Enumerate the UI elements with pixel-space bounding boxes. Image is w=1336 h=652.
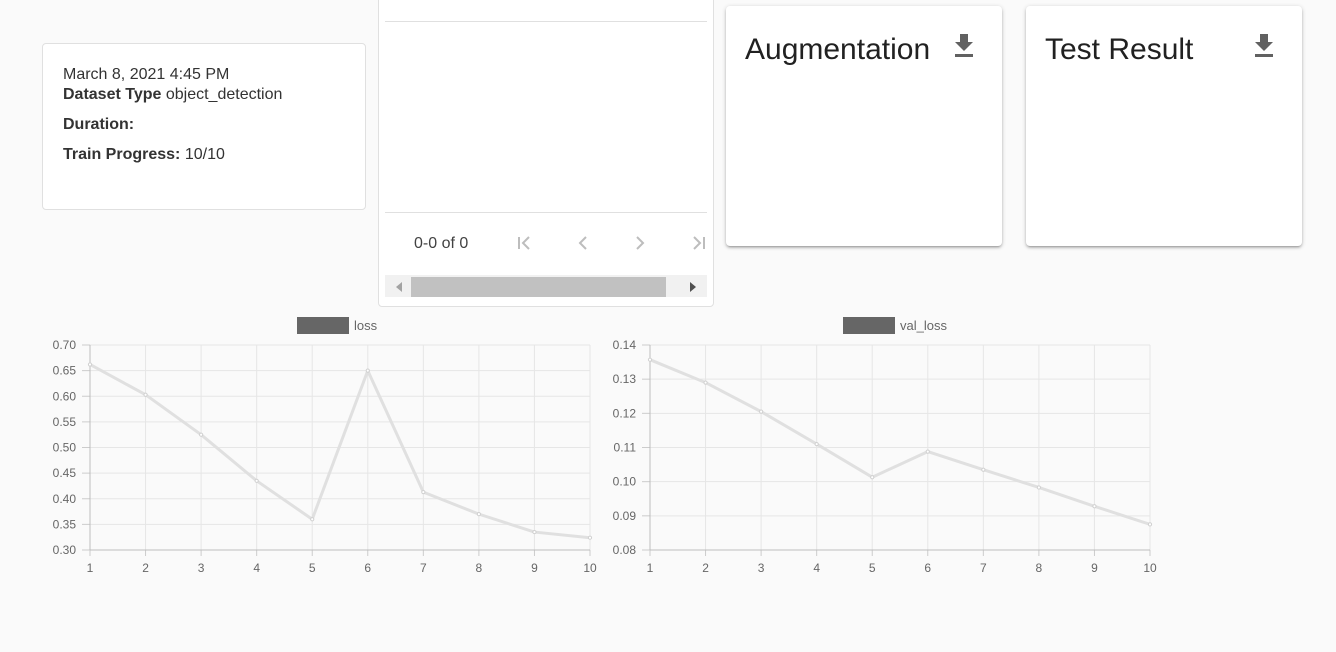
x-tick-label: 5 <box>869 561 876 575</box>
horizontal-scrollbar[interactable] <box>385 275 707 297</box>
data-point <box>1147 522 1153 527</box>
x-tick-label: 8 <box>476 561 483 575</box>
duration-label: Duration: <box>63 116 135 133</box>
data-point <box>814 441 819 447</box>
data-point <box>587 535 593 540</box>
dataset-type-label: Dataset Type <box>63 86 162 103</box>
x-tick-label: 9 <box>531 561 538 575</box>
train-progress-value: 10/10 <box>184 146 225 163</box>
y-tick-label: 0.10 <box>613 475 637 489</box>
y-tick-label: 0.65 <box>53 364 77 378</box>
x-tick-label: 2 <box>142 561 149 575</box>
data-point <box>647 357 653 362</box>
data-point <box>476 512 481 517</box>
augmentation-title: Augmentation <box>745 33 931 66</box>
y-tick-label: 0.11 <box>614 441 637 455</box>
y-tick-label: 0.55 <box>53 415 77 429</box>
test-result-title: Test Result <box>1045 33 1194 66</box>
data-point <box>870 475 875 480</box>
x-tick-label: 8 <box>1036 561 1043 575</box>
y-tick-label: 0.35 <box>53 517 77 531</box>
download-icon[interactable] <box>1252 32 1276 60</box>
pager-range-text: 0-0 of 0 <box>414 235 469 252</box>
data-point <box>532 529 537 535</box>
table-header-divider <box>385 21 707 22</box>
table-footer-divider <box>385 212 707 213</box>
data-point <box>421 489 426 495</box>
y-tick-label: 0.45 <box>53 466 77 480</box>
data-point <box>703 380 708 385</box>
x-tick-label: 5 <box>309 561 316 575</box>
y-tick-label: 0.60 <box>53 389 77 403</box>
y-tick-label: 0.40 <box>53 492 77 506</box>
y-tick-label: 0.14 <box>613 338 637 352</box>
test-result-card: Test Result <box>1026 6 1302 246</box>
x-tick-label: 6 <box>364 561 371 575</box>
next-page-icon[interactable] <box>628 233 652 253</box>
x-tick-label: 9 <box>1091 561 1098 575</box>
prev-page-icon[interactable] <box>571 233 595 253</box>
dataset-type-row: Dataset Type object_detection <box>63 86 345 104</box>
series-line <box>649 358 1151 526</box>
x-tick-label: 2 <box>702 561 709 575</box>
y-tick-label: 0.70 <box>53 338 77 352</box>
data-point <box>365 368 370 373</box>
train-progress-row: Train Progress: 10/10 <box>63 146 345 164</box>
last-page-icon[interactable] <box>686 233 707 253</box>
data-point <box>925 449 930 454</box>
y-tick-label: 0.30 <box>53 543 77 557</box>
x-tick-label: 3 <box>198 561 205 575</box>
data-point <box>1092 504 1097 509</box>
x-tick-label: 3 <box>758 561 765 575</box>
data-point <box>199 432 204 437</box>
y-tick-label: 0.50 <box>53 441 77 455</box>
data-point <box>981 467 986 472</box>
x-tick-label: 1 <box>87 561 94 575</box>
legend-label: val_loss <box>900 318 947 333</box>
experiment-info-card: March 8, 2021 4:45 PM Dataset Type objec… <box>42 43 366 210</box>
legend-swatch <box>297 317 349 334</box>
x-tick-label: 10 <box>1143 561 1157 575</box>
train-progress-label: Train Progress: <box>63 146 181 163</box>
results-table-card: 0-0 of 0 <box>378 0 714 307</box>
augmentation-card: Augmentation <box>726 6 1002 246</box>
val-loss-chart-svg: val_loss 0.14 0.13 0.12 0.11 0.10 0.09 0.08 1 2 3 4… <box>613 317 1157 575</box>
data-point <box>143 392 148 397</box>
download-icon[interactable] <box>952 32 976 60</box>
loss-chart: loss 0.70 0.65 0.60 0.55 0.50 0.45 0.40 0.35 0.30… <box>40 312 600 587</box>
duration-row: Duration: <box>63 116 345 134</box>
data-point <box>254 478 259 483</box>
first-page-icon[interactable] <box>513 233 537 253</box>
data-point <box>759 409 764 414</box>
data-point <box>87 362 93 367</box>
x-tick-label: 1 <box>647 561 654 575</box>
loss-chart-svg: loss 0.70 0.65 0.60 0.55 0.50 0.45 0.40 0.35 0.30… <box>53 317 597 575</box>
legend-swatch <box>843 317 895 334</box>
y-tick-label: 0.12 <box>613 406 637 420</box>
y-tick-label: 0.08 <box>613 543 637 557</box>
x-tick-label: 4 <box>253 561 260 575</box>
x-tick-label: 6 <box>924 561 931 575</box>
series-line <box>89 363 591 540</box>
data-point <box>310 517 315 522</box>
data-point <box>1036 485 1041 490</box>
x-tick-label: 7 <box>420 561 427 575</box>
experiment-date: March 8, 2021 4:45 PM <box>63 66 230 83</box>
val-loss-chart: val_loss 0.14 0.13 0.12 0.11 0.10 0.09 0.08 1 2 3 4… <box>600 312 1160 587</box>
results-table: 0-0 of 0 <box>385 0 707 297</box>
x-tick-label: 10 <box>583 561 597 575</box>
dataset-type-value: object_detection <box>165 86 283 103</box>
legend-label: loss <box>354 318 378 333</box>
scroll-left-icon[interactable] <box>391 279 407 295</box>
y-tick-label: 0.13 <box>613 372 637 386</box>
y-tick-label: 0.09 <box>613 509 637 523</box>
scrollbar-thumb[interactable] <box>411 277 666 297</box>
x-tick-label: 7 <box>980 561 987 575</box>
scroll-right-icon[interactable] <box>685 279 701 295</box>
x-tick-label: 4 <box>813 561 820 575</box>
